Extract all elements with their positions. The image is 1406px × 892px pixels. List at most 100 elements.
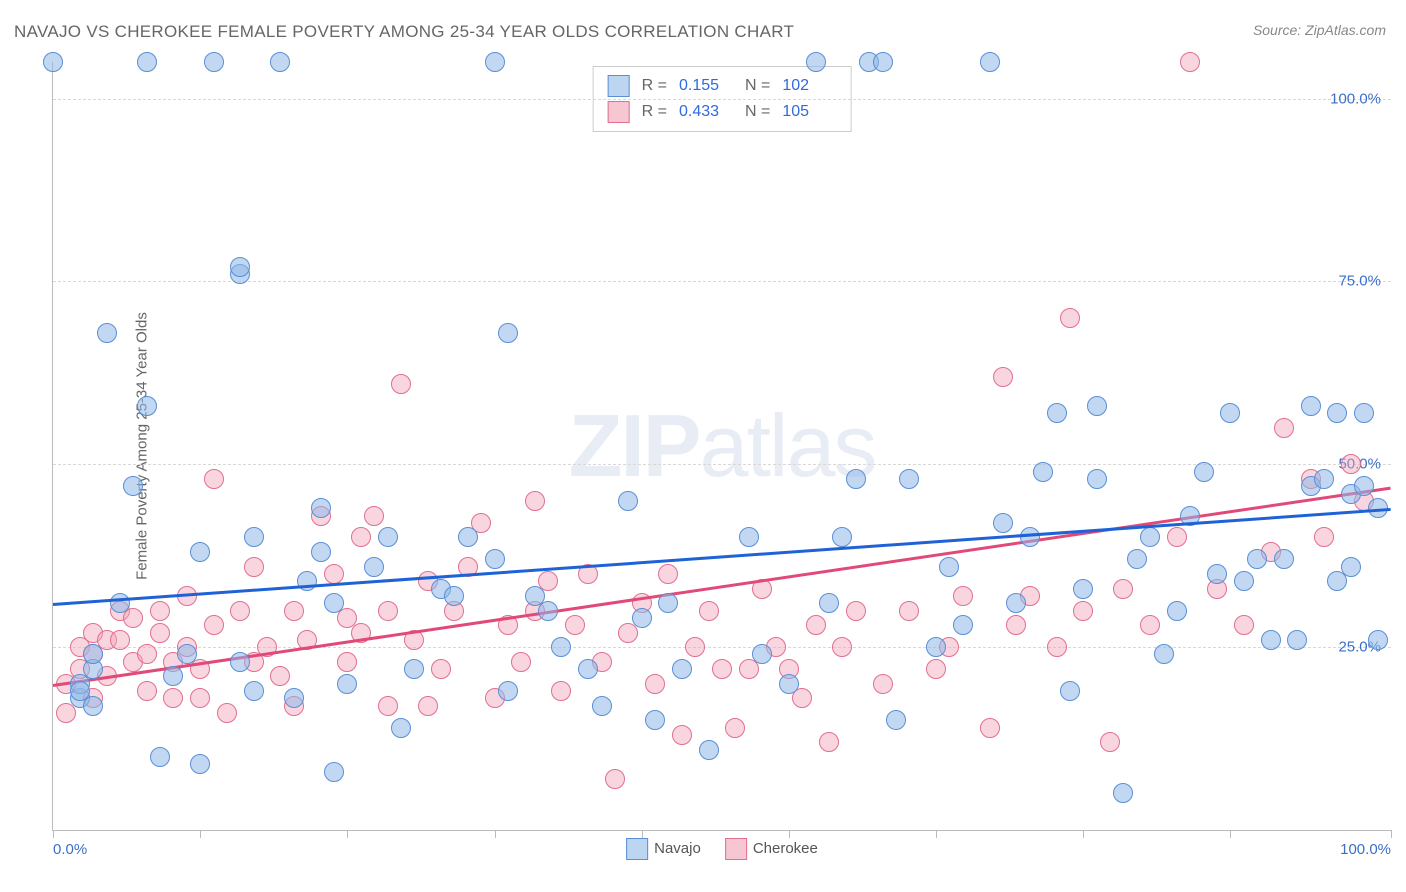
navajo-point	[551, 637, 571, 657]
cherokee-point	[378, 696, 398, 716]
cherokee-point	[511, 652, 531, 672]
cherokee-point	[806, 615, 826, 635]
navajo-point	[1234, 571, 1254, 591]
navajo-point	[150, 747, 170, 767]
navajo-point	[1154, 644, 1174, 664]
stats-n-label: N =	[745, 73, 770, 99]
x-tick-mark	[642, 830, 643, 838]
cherokee-point	[324, 564, 344, 584]
navajo-point	[739, 527, 759, 547]
gridline	[53, 464, 1391, 465]
stats-swatch	[608, 101, 630, 123]
cherokee-point	[980, 718, 1000, 738]
navajo-point	[672, 659, 692, 679]
stats-row: R =0.155N =102	[608, 73, 837, 99]
navajo-point	[779, 674, 799, 694]
cherokee-point	[658, 564, 678, 584]
cherokee-point	[378, 601, 398, 621]
navajo-point	[993, 513, 1013, 533]
gridline	[53, 281, 1391, 282]
gridline	[53, 647, 1391, 648]
navajo-point	[137, 396, 157, 416]
cherokee-point	[525, 491, 545, 511]
cherokee-point	[110, 630, 130, 650]
navajo-point	[311, 542, 331, 562]
cherokee-point	[351, 527, 371, 547]
navajo-point	[1354, 403, 1374, 423]
navajo-point	[886, 710, 906, 730]
navajo-point	[1261, 630, 1281, 650]
cherokee-point	[1047, 637, 1067, 657]
navajo-point	[230, 652, 250, 672]
cherokee-point	[137, 644, 157, 664]
cherokee-point	[1314, 527, 1334, 547]
navajo-point	[137, 52, 157, 72]
navajo-point	[1087, 469, 1107, 489]
navajo-point	[1368, 630, 1388, 650]
chart-title: NAVAJO VS CHEROKEE FEMALE POVERTY AMONG …	[14, 22, 794, 42]
cherokee-point	[926, 659, 946, 679]
navajo-point	[190, 542, 210, 562]
stats-n-label: N =	[745, 99, 770, 125]
cherokee-point	[150, 623, 170, 643]
navajo-point	[1247, 549, 1267, 569]
navajo-point	[1287, 630, 1307, 650]
cherokee-point	[712, 659, 732, 679]
cherokee-point	[1100, 732, 1120, 752]
cherokee-point	[685, 637, 705, 657]
navajo-point	[311, 498, 331, 518]
navajo-point	[752, 644, 772, 664]
cherokee-point	[565, 615, 585, 635]
cherokee-point	[645, 674, 665, 694]
stats-r-label: R =	[642, 99, 667, 125]
x-tick-mark	[200, 830, 201, 838]
navajo-point	[284, 688, 304, 708]
x-tick-label-right: 100.0%	[1340, 841, 1391, 858]
navajo-point	[899, 469, 919, 489]
navajo-point	[364, 557, 384, 577]
legend-swatch	[725, 838, 747, 860]
legend-label: Cherokee	[753, 840, 818, 857]
navajo-point	[1341, 557, 1361, 577]
navajo-point	[699, 740, 719, 760]
cherokee-point	[217, 703, 237, 723]
navajo-point	[498, 681, 518, 701]
navajo-point	[1006, 593, 1026, 613]
navajo-point	[485, 549, 505, 569]
navajo-point	[1140, 527, 1160, 547]
cherokee-point	[725, 718, 745, 738]
navajo-point	[1354, 476, 1374, 496]
navajo-point	[324, 762, 344, 782]
cherokee-point	[204, 469, 224, 489]
navajo-point	[337, 674, 357, 694]
y-tick-label: 75.0%	[1338, 273, 1381, 290]
source-attribution: Source: ZipAtlas.com	[1253, 22, 1386, 38]
cherokee-point	[244, 557, 264, 577]
x-tick-mark	[936, 830, 937, 838]
navajo-point	[163, 666, 183, 686]
navajo-point	[230, 257, 250, 277]
navajo-point	[270, 52, 290, 72]
navajo-point	[391, 718, 411, 738]
cherokee-point	[819, 732, 839, 752]
x-tick-mark	[347, 830, 348, 838]
plot-area: ZIPatlas R =0.155N =102R =0.433N =105 Na…	[52, 62, 1391, 831]
legend-item: Cherokee	[725, 838, 818, 860]
cherokee-point	[1341, 454, 1361, 474]
navajo-point	[1047, 403, 1067, 423]
navajo-point	[980, 52, 1000, 72]
cherokee-point	[699, 601, 719, 621]
stats-r-value: 0.433	[679, 99, 733, 125]
navajo-point	[1060, 681, 1080, 701]
cherokee-point	[1060, 308, 1080, 328]
cherokee-point	[270, 666, 290, 686]
navajo-point	[578, 659, 598, 679]
navajo-point	[378, 527, 398, 547]
cherokee-point	[1140, 615, 1160, 635]
legend-item: Navajo	[626, 838, 701, 860]
chart-container: NAVAJO VS CHEROKEE FEMALE POVERTY AMONG …	[0, 0, 1406, 892]
navajo-point	[204, 52, 224, 72]
stats-n-value: 105	[782, 99, 836, 125]
navajo-point	[1167, 601, 1187, 621]
stats-r-label: R =	[642, 73, 667, 99]
